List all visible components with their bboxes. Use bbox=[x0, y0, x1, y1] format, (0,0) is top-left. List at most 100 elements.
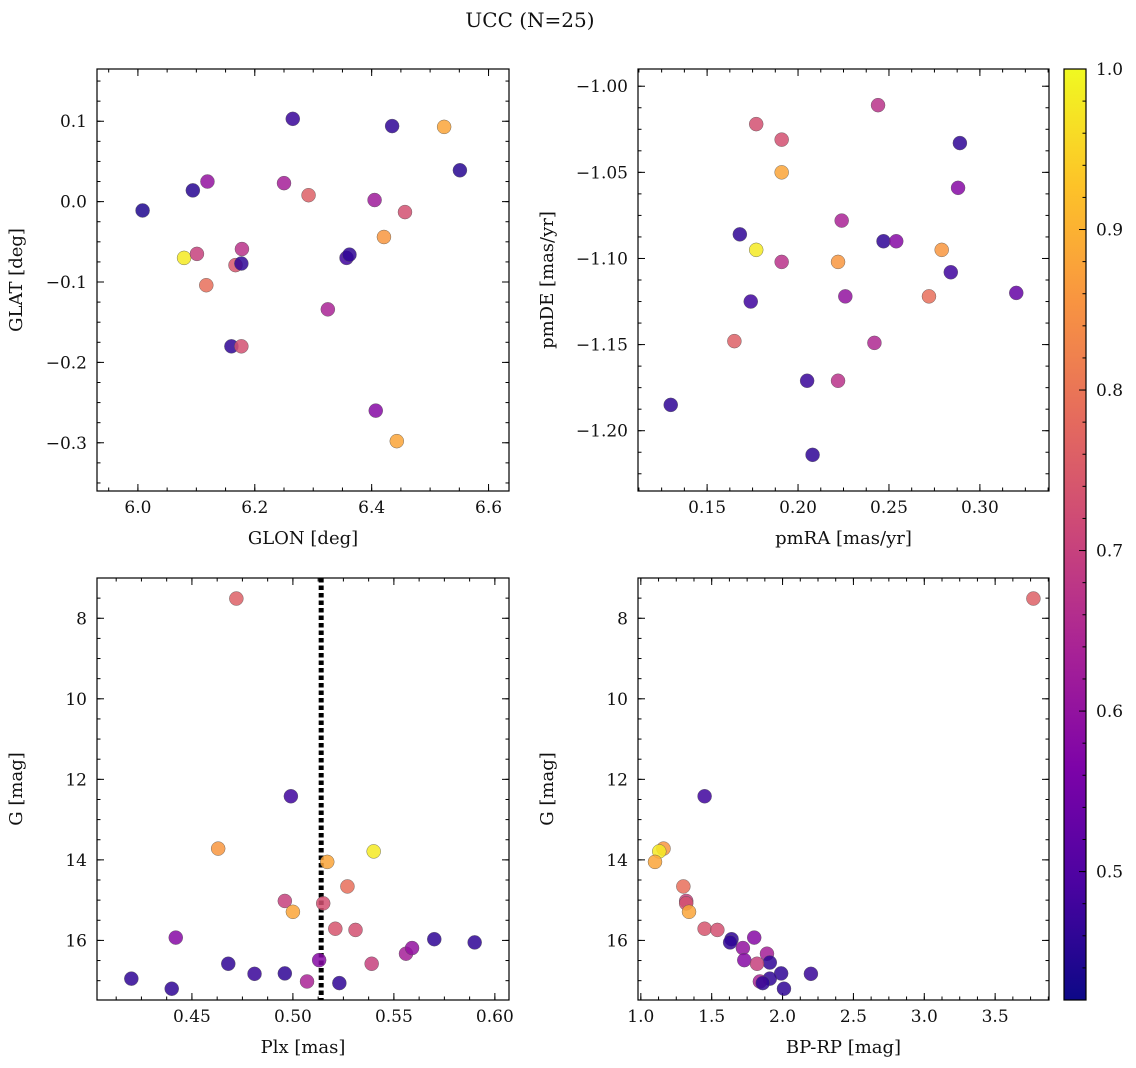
scatter-point bbox=[276, 175, 292, 191]
colorbar-tick-label: 0.9 bbox=[1096, 221, 1123, 241]
scatter-point bbox=[364, 956, 379, 971]
x-tick-label: 6.4 bbox=[358, 498, 385, 518]
scatter-point bbox=[436, 119, 452, 135]
plot-frame bbox=[637, 577, 1050, 1001]
scatter-point bbox=[749, 242, 764, 258]
y-tick-label: −1.00 bbox=[576, 77, 628, 97]
x-tick-label: 1.0 bbox=[627, 1007, 654, 1027]
scatter-point bbox=[135, 203, 150, 218]
scatter-point bbox=[185, 183, 201, 198]
x-axis-label: Plx [mas] bbox=[261, 1037, 346, 1058]
scatter-point bbox=[749, 956, 765, 971]
scatter-point bbox=[830, 373, 846, 388]
scatter-point bbox=[755, 975, 770, 991]
colorbar-tick-label: 0.7 bbox=[1096, 542, 1123, 562]
x-tick-label: 0.20 bbox=[779, 498, 817, 518]
colorbar: 0.5 0.6 0.7 0.8 0.9 1.0 bbox=[1063, 60, 1123, 1001]
panel-1: 6.0 6.2 6.4 6.6 0.1 0.0 −0.1 −0.2 −0.3 GLON [deg]… bbox=[6, 68, 510, 549]
y-tick-label: 14 bbox=[606, 851, 628, 871]
scatter-point bbox=[697, 789, 712, 804]
x-tick-label: 6.0 bbox=[124, 498, 151, 518]
scatter-point bbox=[328, 921, 343, 936]
colorbar-tick-label: 0.8 bbox=[1096, 381, 1123, 401]
x-tick-label: 0.45 bbox=[173, 1007, 211, 1027]
scatter-point bbox=[320, 302, 336, 317]
scatter-point bbox=[467, 935, 482, 950]
scatter-point bbox=[283, 789, 299, 804]
scatter-point bbox=[950, 180, 966, 196]
panel-2: 0.15 0.20 0.25 0.30 −1.00 −1.05 −1.10 −1.15 −1.2… bbox=[537, 68, 1050, 549]
plot-frame bbox=[96, 68, 510, 492]
plot-frame bbox=[96, 577, 510, 1001]
scatter-point bbox=[722, 935, 738, 950]
scatter-point bbox=[870, 97, 886, 113]
scatter-points bbox=[663, 97, 1024, 463]
scatter-point bbox=[735, 940, 751, 956]
y-tick-label: −1.10 bbox=[576, 249, 628, 269]
scatter-point bbox=[168, 930, 183, 945]
y-tick-label: 12 bbox=[606, 770, 628, 790]
x-tick-label: 0.55 bbox=[375, 1007, 413, 1027]
scatter-point bbox=[285, 111, 300, 127]
y-axis-label: G [mag] bbox=[6, 752, 27, 825]
scatter-point bbox=[776, 981, 792, 996]
x-tick-label: 3.5 bbox=[982, 1007, 1009, 1027]
scatter-point bbox=[342, 247, 357, 262]
x-tick-label: 6.6 bbox=[475, 498, 502, 518]
scatter-point bbox=[389, 433, 404, 449]
scatter-point bbox=[311, 952, 327, 968]
scatter-point bbox=[934, 242, 949, 258]
scatter-point bbox=[943, 265, 958, 280]
panel-3: 0.45 0.50 0.55 0.60 8 10 12 14 16 Plx [mas] G [mag… bbox=[6, 577, 514, 1058]
y-tick-label: 16 bbox=[65, 931, 87, 951]
x-tick-label: 0.25 bbox=[870, 498, 908, 518]
scatter-point bbox=[229, 591, 244, 606]
scatter-point bbox=[834, 213, 849, 228]
scatter-point bbox=[247, 966, 262, 982]
y-tick-label: 8 bbox=[617, 609, 628, 629]
scatter-point bbox=[320, 854, 335, 870]
scatter-point bbox=[315, 896, 331, 911]
ticks bbox=[97, 577, 509, 1000]
scatter-point bbox=[199, 278, 214, 293]
scatter-point bbox=[277, 966, 293, 981]
scatter-point bbox=[805, 447, 820, 463]
scatter-point bbox=[301, 187, 316, 203]
y-tick-label: 12 bbox=[65, 770, 87, 790]
x-tick-label: 0.15 bbox=[688, 498, 726, 518]
scatter-point bbox=[774, 165, 789, 180]
scatter-point bbox=[221, 956, 236, 971]
y-tick-label: 14 bbox=[65, 851, 87, 871]
scatter-point bbox=[427, 931, 442, 947]
scatter-point bbox=[234, 339, 249, 354]
x-tick-label: 2.5 bbox=[840, 1007, 867, 1027]
scatter-point bbox=[676, 879, 691, 894]
scatter-point bbox=[952, 135, 968, 151]
scatter-point bbox=[124, 971, 139, 986]
x-axis-label: GLON [deg] bbox=[248, 528, 358, 549]
scatter-points bbox=[647, 591, 1041, 996]
scatter-point bbox=[368, 403, 383, 418]
y-tick-label: 10 bbox=[606, 690, 628, 710]
scatter-point bbox=[762, 955, 778, 970]
x-tick-label: 6.2 bbox=[241, 498, 268, 518]
scatter-point bbox=[332, 975, 347, 991]
scatter-point bbox=[799, 373, 815, 388]
y-axis-label: pmDE [mas/yr] bbox=[537, 211, 558, 349]
x-tick-label: 3.0 bbox=[911, 1007, 938, 1027]
scatter-point bbox=[200, 174, 215, 189]
scatter-point bbox=[663, 397, 678, 413]
scatter-point bbox=[285, 904, 301, 920]
scatter-point bbox=[189, 246, 205, 262]
y-tick-label: −1.15 bbox=[576, 336, 628, 356]
scatter-point bbox=[366, 844, 381, 859]
y-tick-label: 0.1 bbox=[60, 112, 87, 132]
scatter-point bbox=[376, 229, 392, 245]
scatter-point bbox=[681, 904, 697, 920]
scatter-point bbox=[921, 289, 937, 304]
scatter-point bbox=[452, 163, 468, 178]
panel-4: 1.0 1.5 2.0 2.5 3.0 3.5 8 10 12 14 16 BP-RP [mag] G … bbox=[537, 577, 1050, 1058]
y-tick-label: −0.3 bbox=[46, 434, 87, 454]
scatter-point bbox=[1026, 591, 1041, 606]
